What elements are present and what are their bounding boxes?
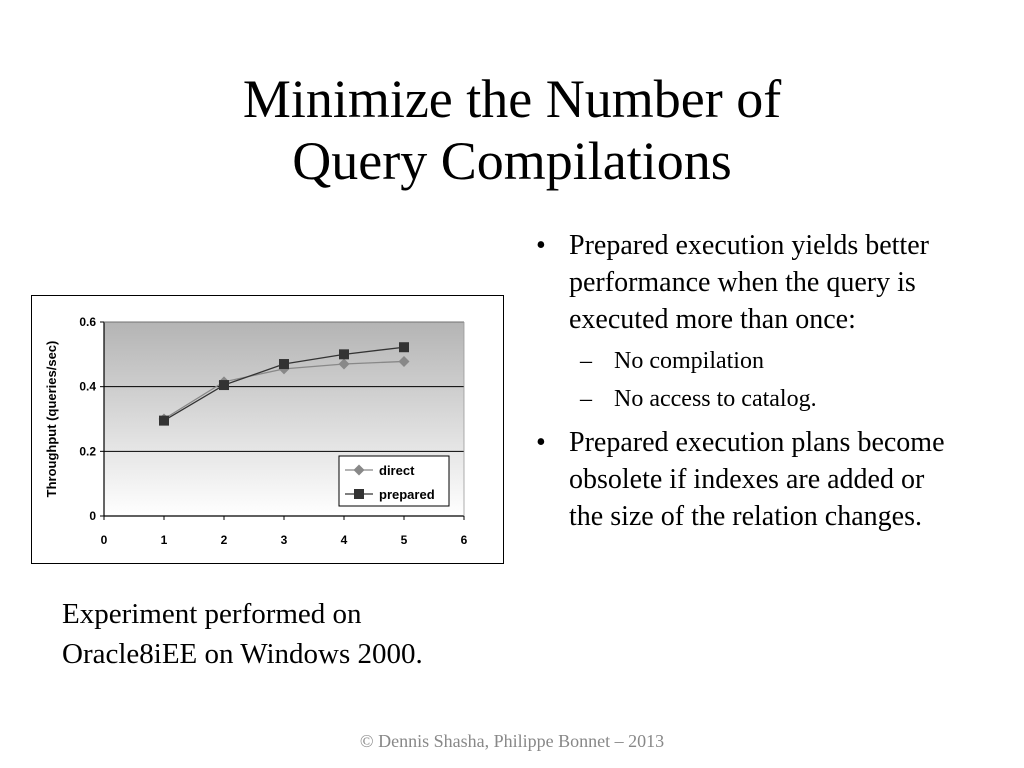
x-tick-label: 5 xyxy=(401,533,408,547)
data-point-direct xyxy=(338,358,350,370)
bullet-item: • Prepared execution yields better perfo… xyxy=(534,227,954,418)
x-tick-label: 0 xyxy=(101,533,108,547)
bullet-dot-icon: • xyxy=(536,230,546,261)
sub-bullet-item: – No compilation xyxy=(569,342,954,380)
sub-bullet-text: No access to catalog. xyxy=(614,386,817,412)
legend-marker-direct xyxy=(353,464,365,476)
legend-label: prepared xyxy=(379,487,435,502)
dash-icon: – xyxy=(580,386,592,412)
axes xyxy=(100,321,465,520)
y-tick-label: 0.2 xyxy=(79,444,96,458)
y-tick-label: 0.4 xyxy=(79,380,96,394)
x-tick-label: 6 xyxy=(461,533,468,547)
sub-bullet-text: No compilation xyxy=(614,348,764,374)
series-group xyxy=(158,342,410,426)
data-point-prepared xyxy=(159,415,169,426)
data-point-direct xyxy=(398,355,410,367)
x-tick-label: 2 xyxy=(221,533,228,547)
title-line-2: Query Compilations xyxy=(292,131,732,191)
data-point-prepared xyxy=(219,380,229,391)
title-line-1: Minimize the Number of xyxy=(242,69,782,129)
legend-marker-prepared xyxy=(354,489,364,499)
chart-canvas: 0 0.2 0.4 0.6 0 1 2 3 4 5 6 Throughput (queries/se… xyxy=(44,315,468,547)
y-tick-label: 0 xyxy=(89,509,96,523)
bullet-text: Prepared execution plans become obsolete… xyxy=(569,427,945,532)
bullet-dot-icon: • xyxy=(536,427,546,458)
sub-bullet-list: – No compilation – No access to catalog. xyxy=(569,342,954,418)
caption-line-1: Experiment performed on xyxy=(62,598,362,630)
x-tick-label: 1 xyxy=(161,533,168,547)
bullet-item: • Prepared execution plans become obsole… xyxy=(534,424,954,535)
tick-labels: 0 0.2 0.4 0.6 0 1 2 3 4 5 6 xyxy=(79,315,467,547)
legend-label: direct xyxy=(379,463,415,478)
data-point-prepared xyxy=(399,342,409,353)
y-axis-label: Throughput (queries/sec) xyxy=(44,341,59,498)
y-tick-label: 0.6 xyxy=(79,315,96,329)
sub-bullet-item: – No access to catalog. xyxy=(569,380,954,418)
legend: direct prepared xyxy=(338,455,450,507)
x-tick-label: 3 xyxy=(281,533,288,547)
slide-title: Minimize the Number of Query Compilation… xyxy=(0,68,1024,192)
dash-icon: – xyxy=(580,348,592,374)
x-tick-label: 4 xyxy=(341,533,348,547)
experiment-caption: Experiment performed on Oracle8iEE on Wi… xyxy=(62,594,522,674)
throughput-chart: 0 0.2 0.4 0.6 0 1 2 3 4 5 6 Throughput (queries/se… xyxy=(31,295,504,564)
data-point-prepared xyxy=(339,349,349,360)
footer-copyright: © Dennis Shasha, Philippe Bonnet – 2013 xyxy=(359,731,665,751)
bullet-text: Prepared execution yields better perform… xyxy=(569,230,929,335)
bullet-list: • Prepared execution yields better perfo… xyxy=(534,227,954,537)
caption-line-2: Oracle8iEE on Windows 2000. xyxy=(62,638,423,670)
data-point-prepared xyxy=(279,359,289,370)
